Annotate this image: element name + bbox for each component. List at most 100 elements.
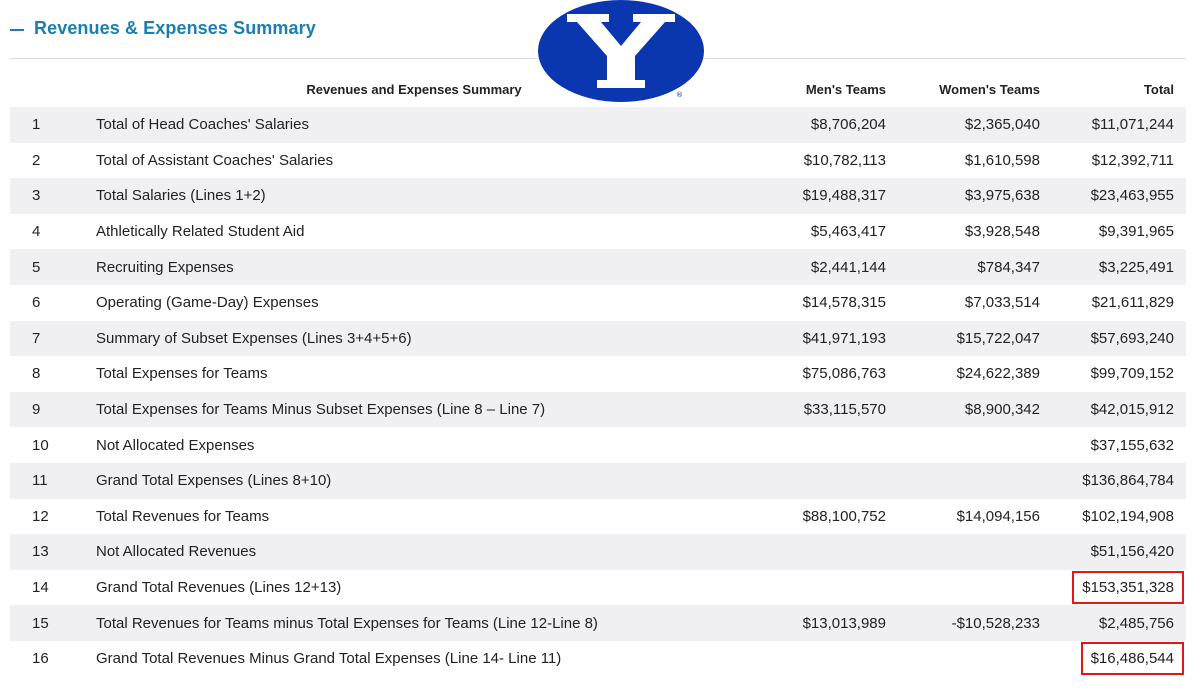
table-row: 4 Athletically Related Student Aid $5,463,… (10, 213, 1186, 250)
row-total-value: $21,611,829 (1052, 284, 1186, 321)
row-description: Grand Total Expenses (Lines 8+10) (84, 462, 744, 499)
row-mens-value: $19,488,317 (744, 178, 898, 214)
row-mens-value: $10,782,113 (744, 142, 898, 179)
row-mens-value: $33,115,570 (744, 391, 898, 428)
section-title: Revenues & Expenses Summary (34, 18, 316, 38)
row-line-number: 9 (10, 391, 84, 428)
row-total-value: $57,693,240 (1052, 320, 1186, 357)
row-womens-value: $8,900,342 (898, 391, 1052, 428)
row-description: Total of Assistant Coaches' Salaries (84, 142, 744, 179)
header-womens-teams: Women's Teams (939, 82, 1040, 97)
row-description: Total Salaries (Lines 1+2) (84, 178, 744, 214)
row-total-value: $9,391,965 (1052, 213, 1186, 250)
row-total-value: $11,071,244 (1052, 107, 1186, 143)
row-description: Operating (Game-Day) Expenses (84, 284, 744, 321)
row-womens-value: $7,033,514 (898, 284, 1052, 321)
row-mens-value: $5,463,417 (744, 213, 898, 250)
table-row: 8 Total Expenses for Teams $75,086,763 $24,… (10, 356, 1186, 392)
row-mens-value: $41,971,193 (744, 320, 898, 357)
row-total-value: $102,194,908 (1052, 498, 1186, 535)
row-womens-value (898, 534, 1052, 570)
row-womens-value (898, 462, 1052, 499)
row-womens-value: $14,094,156 (898, 498, 1052, 535)
row-mens-value: $2,441,144 (744, 249, 898, 285)
row-description: Not Allocated Revenues (84, 534, 744, 570)
row-total-value: $153,351,328 (1052, 569, 1186, 606)
row-mens-value: $88,100,752 (744, 498, 898, 535)
highlighted-total-box: $153,351,328 (1072, 571, 1184, 605)
table-header-row: Revenues and Expenses Summary Men's Team… (10, 72, 1186, 107)
row-description: Total Expenses for Teams Minus Subset Ex… (84, 391, 744, 428)
row-line-number: 7 (10, 320, 84, 357)
row-mens-value: $13,013,989 (744, 605, 898, 641)
logo-registered-mark: ® (676, 91, 683, 99)
row-mens-value: $8,706,204 (744, 107, 898, 143)
table-row: 10 Not Allocated Expenses $37,155,632 (10, 427, 1186, 463)
row-description: Summary of Subset Expenses (Lines 3+4+5+… (84, 320, 744, 357)
row-womens-value: $784,347 (898, 249, 1052, 285)
row-total-value: $51,156,420 (1052, 534, 1186, 570)
row-line-number: 15 (10, 605, 84, 641)
header-description: Revenues and Expenses Summary (306, 82, 522, 97)
row-mens-value (744, 462, 898, 499)
table-row: 14 Grand Total Revenues (Lines 12+13) $153… (10, 569, 1186, 606)
header-total: Total (1143, 82, 1174, 97)
row-mens-value: $14,578,315 (744, 284, 898, 321)
row-description: Grand Total Revenues (Lines 12+13) (84, 569, 744, 606)
row-womens-value: $3,975,638 (898, 178, 1052, 214)
row-womens-value: $2,365,040 (898, 107, 1052, 143)
row-line-number: 11 (10, 462, 84, 499)
section-header-toggle[interactable]: Revenues & Expenses Summary (10, 18, 316, 39)
row-womens-value (898, 640, 1052, 677)
row-line-number: 10 (10, 427, 84, 463)
row-mens-value: $75,086,763 (744, 356, 898, 392)
row-line-number: 6 (10, 284, 84, 321)
table-row: 9 Total Expenses for Teams Minus Subset E… (10, 391, 1186, 428)
row-womens-value (898, 569, 1052, 606)
table-row: 13 Not Allocated Revenues $51,156,420 (10, 534, 1186, 570)
row-description: Athletically Related Student Aid (84, 213, 744, 250)
row-total-value: $2,485,756 (1052, 605, 1186, 641)
row-womens-value: $15,722,047 (898, 320, 1052, 357)
row-line-number: 14 (10, 569, 84, 606)
row-mens-value (744, 534, 898, 570)
row-total-value: $99,709,152 (1052, 356, 1186, 392)
row-line-number: 1 (10, 107, 84, 143)
row-line-number: 8 (10, 356, 84, 392)
table-body: 1 Total of Head Coaches' Salaries $8,706,2… (10, 107, 1186, 677)
row-line-number: 16 (10, 640, 84, 677)
table-row: 11 Grand Total Expenses (Lines 8+10) $136,… (10, 462, 1186, 499)
header-mens-teams: Men's Teams (805, 82, 886, 97)
row-line-number: 3 (10, 178, 84, 214)
table-row: 3 Total Salaries (Lines 1+2) $19,488,317 $3… (10, 178, 1186, 214)
row-description: Recruiting Expenses (84, 249, 744, 285)
row-mens-value (744, 569, 898, 606)
row-womens-value (898, 427, 1052, 463)
table-row: 1 Total of Head Coaches' Salaries $8,706,2… (10, 107, 1186, 143)
revenues-expenses-table: Revenues and Expenses Summary Men's Team… (10, 72, 1186, 677)
row-total-value: $3,225,491 (1052, 249, 1186, 285)
logo-y-letter (567, 14, 675, 88)
row-womens-value: $3,928,548 (898, 213, 1052, 250)
row-total-value: $23,463,955 (1052, 178, 1186, 214)
row-total-value: $12,392,711 (1052, 142, 1186, 179)
table-row: 6 Operating (Game-Day) Expenses $14,578,31… (10, 284, 1186, 321)
row-womens-value: $1,610,598 (898, 142, 1052, 179)
row-womens-value: $24,622,389 (898, 356, 1052, 392)
row-description: Total Expenses for Teams (84, 356, 744, 392)
row-line-number: 5 (10, 249, 84, 285)
collapse-minus-icon[interactable] (10, 28, 24, 31)
row-description: Total Revenues for Teams minus Total Exp… (84, 605, 744, 641)
header-line-number (10, 72, 84, 107)
table-row: 2 Total of Assistant Coaches' Salaries $10… (10, 142, 1186, 179)
table-row: 15 Total Revenues for Teams minus Total E… (10, 605, 1186, 641)
table-row: 7 Summary of Subset Expenses (Lines 3+4+5… (10, 320, 1186, 357)
row-mens-value (744, 640, 898, 677)
row-total-value: $16,486,544 (1052, 640, 1186, 677)
table-row: 12 Total Revenues for Teams $88,100,752 $14… (10, 498, 1186, 535)
row-description: Grand Total Revenues Minus Grand Total E… (84, 640, 744, 677)
row-womens-value: -$10,528,233 (898, 605, 1052, 641)
highlighted-total-box: $16,486,544 (1080, 642, 1184, 676)
row-line-number: 4 (10, 213, 84, 250)
